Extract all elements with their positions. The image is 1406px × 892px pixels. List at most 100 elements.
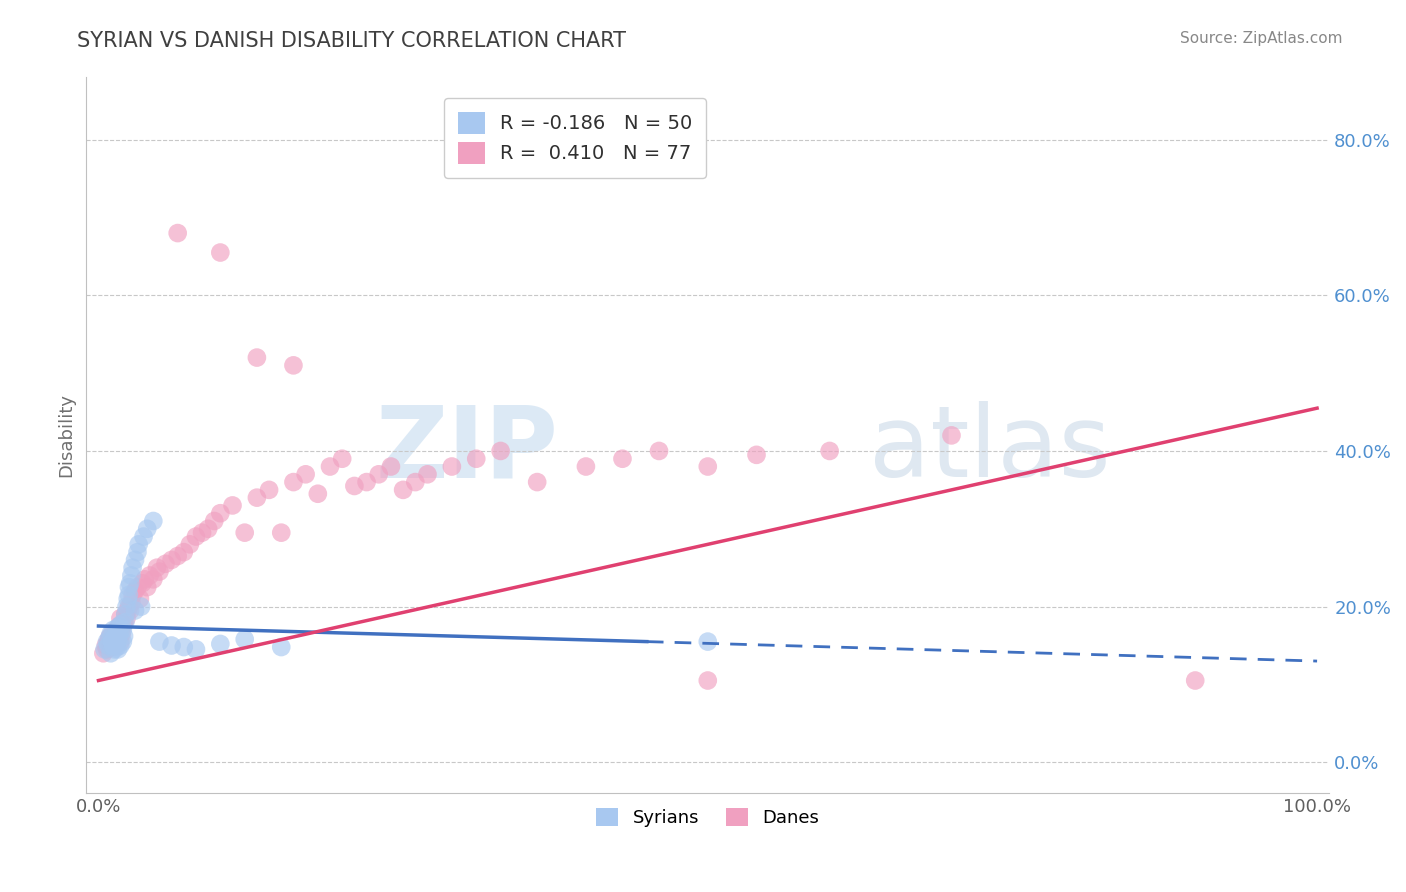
Point [107, 642, 129, 657]
Point [166, 226, 188, 240]
Point [111, 634, 134, 648]
Point [392, 483, 415, 497]
Point [148, 565, 170, 579]
Point [209, 245, 232, 260]
Point [120, 568, 142, 582]
Point [294, 467, 316, 482]
Point [93, 642, 115, 657]
Point [120, 596, 142, 610]
Text: Source: ZipAtlas.com: Source: ZipAtlas.com [1180, 31, 1343, 46]
Point [404, 475, 426, 489]
Point [197, 522, 219, 536]
Point [110, 624, 132, 639]
Point [612, 451, 634, 466]
Point [270, 525, 292, 540]
Point [160, 553, 183, 567]
Point [111, 623, 134, 637]
Point [101, 632, 124, 647]
Point [101, 623, 124, 637]
Point [110, 634, 132, 648]
Point [101, 637, 124, 651]
Point [343, 479, 366, 493]
Point [97, 639, 120, 653]
Point [330, 451, 353, 466]
Point [283, 359, 305, 373]
Point [380, 459, 402, 474]
Point [440, 459, 463, 474]
Point [138, 568, 160, 582]
Point [96, 634, 118, 648]
Point [356, 475, 378, 489]
Point [191, 525, 214, 540]
Point [129, 599, 152, 614]
Point [160, 639, 183, 653]
Point [142, 573, 165, 587]
Point [101, 634, 124, 648]
Point [120, 603, 142, 617]
Point [108, 619, 131, 633]
Point [110, 639, 132, 653]
Point [134, 573, 156, 587]
Point [121, 588, 143, 602]
Point [105, 623, 128, 637]
Point [283, 475, 305, 489]
Point [100, 629, 122, 643]
Point [124, 553, 146, 567]
Point [696, 459, 718, 474]
Point [115, 611, 138, 625]
Point [416, 467, 439, 482]
Point [184, 642, 207, 657]
Point [118, 580, 141, 594]
Point [941, 428, 963, 442]
Point [246, 491, 269, 505]
Point [575, 459, 598, 474]
Point [98, 631, 121, 645]
Point [202, 514, 225, 528]
Point [107, 629, 129, 643]
Point [127, 545, 149, 559]
Point [103, 627, 125, 641]
Point [233, 525, 256, 540]
Point [696, 634, 718, 648]
Point [114, 615, 136, 629]
Point [131, 576, 153, 591]
Point [103, 631, 125, 645]
Point [118, 599, 141, 614]
Point [173, 640, 195, 654]
Point [114, 607, 136, 622]
Point [121, 560, 143, 574]
Point [111, 619, 134, 633]
Point [146, 560, 169, 574]
Point [526, 475, 548, 489]
Legend: Syrians, Danes: Syrians, Danes [589, 801, 827, 834]
Point [179, 537, 201, 551]
Point [118, 588, 141, 602]
Point [127, 580, 149, 594]
Point [105, 640, 128, 654]
Point [696, 673, 718, 688]
Y-axis label: Disability: Disability [58, 393, 75, 477]
Point [209, 506, 232, 520]
Point [101, 639, 124, 653]
Point [100, 640, 122, 654]
Point [155, 557, 177, 571]
Point [209, 637, 232, 651]
Point [107, 632, 129, 647]
Point [110, 611, 132, 625]
Point [745, 448, 768, 462]
Point [136, 580, 159, 594]
Point [105, 621, 128, 635]
Point [105, 629, 128, 643]
Point [246, 351, 269, 365]
Point [111, 627, 134, 641]
Point [94, 639, 117, 653]
Point [100, 627, 122, 641]
Point [111, 616, 134, 631]
Point [120, 576, 142, 591]
Point [166, 549, 188, 563]
Point [112, 629, 135, 643]
Text: SYRIAN VS DANISH DISABILITY CORRELATION CHART: SYRIAN VS DANISH DISABILITY CORRELATION … [77, 31, 626, 51]
Point [233, 632, 256, 647]
Point [270, 640, 292, 654]
Point [124, 603, 146, 617]
